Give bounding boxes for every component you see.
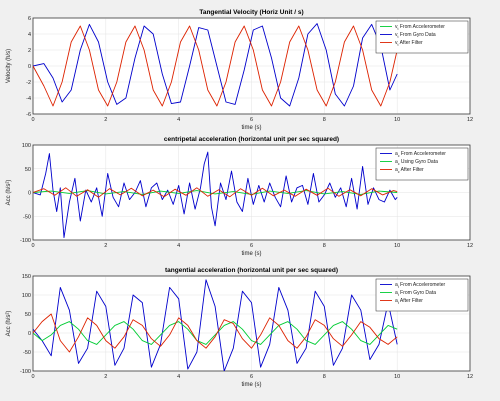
series-group — [33, 23, 398, 107]
legend-entry: at From Gyro Data — [395, 290, 436, 297]
x-axis-label: time (s) — [242, 125, 262, 131]
series-group — [33, 151, 398, 239]
y-tick-label: -50 — [23, 214, 31, 220]
x-tick-label: 10 — [394, 374, 400, 380]
y-tick-label: -4 — [26, 96, 31, 102]
legend-entry: ac After Filter — [395, 167, 424, 174]
y-tick-label: 4 — [28, 32, 31, 38]
chart-panel-3: 0 2 4 6 8 10 12 -100 -50 0 50 100 150 tangential acce… — [6, 267, 473, 388]
chart-panel-1: 0 2 4 6 8 10 12 -6 -4 -2 0 2 4 6 Tangential Velocity (… — [6, 9, 473, 131]
x-tick-label: 6 — [250, 374, 253, 380]
series-line-2 — [33, 23, 398, 107]
x-tick-label: 2 — [104, 243, 107, 249]
x-axis-label: time (s) — [242, 251, 262, 257]
x-tick-label: 8 — [323, 374, 326, 380]
legend-entry: at From Accelerometer — [395, 282, 446, 289]
series-group — [33, 279, 398, 371]
x-tick-label: 8 — [323, 243, 326, 249]
chart-panel-2: 0 2 4 6 8 10 12 -100 -50 0 50 100 centripetal accele… — [6, 136, 473, 257]
legend-entry: ac From Accelerometer — [395, 151, 446, 158]
series-line-3 — [33, 187, 398, 198]
y-tick-label: 100 — [22, 143, 31, 149]
x-tick-label: 0 — [31, 374, 34, 380]
x-tick-label: 0 — [31, 243, 34, 249]
x-tick-label: 8 — [323, 117, 326, 123]
y-tick-label: 0 — [28, 64, 31, 70]
x-tick-label: 6 — [250, 117, 253, 123]
chart-title: centripetal acceleration (horizontal uni… — [164, 136, 339, 143]
series-line-2 — [33, 190, 398, 195]
y-tick-label: 50 — [25, 312, 31, 318]
series-line-3 — [33, 25, 398, 107]
y-axis-label: Acc (h/s²) — [6, 180, 12, 206]
x-tick-label: 0 — [31, 117, 34, 123]
y-tick-label: 150 — [22, 274, 31, 280]
x-tick-label: 4 — [177, 117, 180, 123]
legend-entry: vt From Gyro Data — [395, 32, 436, 39]
x-tick-label: 12 — [467, 243, 473, 249]
legend-entry: vt After Filter — [395, 40, 423, 47]
x-axis-label: time (s) — [242, 382, 262, 388]
y-tick-label: 50 — [25, 167, 31, 173]
plot-frame — [32, 275, 471, 372]
y-tick-label: 0 — [28, 191, 31, 197]
x-tick-label: 6 — [250, 243, 253, 249]
series-line-3 — [33, 313, 398, 353]
x-tick-label: 4 — [177, 243, 180, 249]
series-line-2 — [33, 321, 398, 345]
y-tick-label: 100 — [22, 293, 31, 299]
legend-entry: ac Using Gyro Data — [395, 159, 438, 166]
y-tick-label: 2 — [28, 48, 31, 54]
chart-title: Tangential Velocity (Horiz Unit / s) — [199, 9, 303, 16]
series-line-1 — [33, 279, 398, 371]
legend-entry: vt From Accelerometer — [395, 24, 445, 31]
x-tick-label: 12 — [467, 374, 473, 380]
legend-entry: at After Filter — [395, 298, 423, 305]
y-tick-label: -6 — [26, 112, 31, 118]
x-tick-label: 12 — [467, 117, 473, 123]
x-tick-label: 2 — [104, 374, 107, 380]
y-tick-label: -50 — [23, 350, 31, 356]
x-tick-label: 10 — [394, 243, 400, 249]
x-tick-label: 2 — [104, 117, 107, 123]
y-tick-label: -100 — [20, 238, 31, 244]
y-axis-label: Acc (h/s²) — [6, 311, 12, 337]
chart-title: tangential acceleration (horizontal unit… — [165, 267, 338, 274]
y-tick-label: -2 — [26, 80, 31, 86]
x-tick-label: 10 — [394, 117, 400, 123]
y-tick-label: 0 — [28, 331, 31, 337]
y-tick-label: -100 — [20, 369, 31, 375]
x-tick-label: 4 — [177, 374, 180, 380]
y-tick-label: 6 — [28, 16, 31, 22]
y-axis-label: Velocity (h/s) — [6, 49, 12, 83]
series-line-1 — [33, 151, 398, 239]
